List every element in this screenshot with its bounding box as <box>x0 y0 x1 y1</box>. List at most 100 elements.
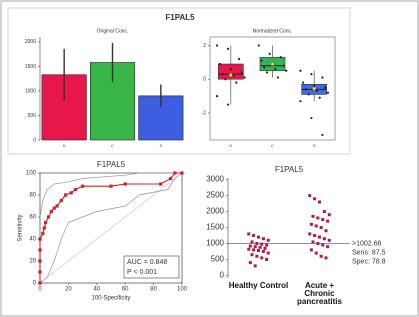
y-tick-label: 2000 <box>206 207 224 216</box>
point <box>69 191 73 195</box>
point <box>307 93 310 96</box>
mean <box>312 86 317 91</box>
y-tick-label: 1500 <box>25 64 36 70</box>
point <box>314 251 318 255</box>
point <box>266 238 270 242</box>
point <box>309 222 313 226</box>
point <box>321 243 325 247</box>
point <box>159 182 163 186</box>
point <box>123 182 127 186</box>
point <box>316 241 320 245</box>
point <box>229 67 232 71</box>
point <box>263 66 266 69</box>
point <box>318 235 321 239</box>
x-tick-label: 100 <box>177 287 188 293</box>
point <box>240 71 243 74</box>
annotation-box <box>123 255 180 279</box>
point <box>224 78 227 81</box>
point <box>248 261 252 265</box>
point <box>326 219 330 223</box>
point <box>321 76 324 79</box>
point <box>321 218 325 222</box>
plot-frame <box>39 172 183 284</box>
chart-title: Normalized Conc. <box>253 28 293 34</box>
annotation: Sens: 87.5 <box>352 249 386 256</box>
point <box>252 248 256 252</box>
annotation: P < 0.001 <box>127 269 157 276</box>
point <box>257 235 260 239</box>
x-tick-label: Acute + Chronic pancreatitis <box>297 281 342 306</box>
box <box>218 63 244 80</box>
point <box>46 215 51 219</box>
point <box>257 249 260 253</box>
mean <box>270 62 275 66</box>
point <box>324 86 327 89</box>
point <box>109 184 113 188</box>
mean <box>228 73 233 77</box>
point <box>173 171 177 175</box>
point <box>322 237 326 241</box>
point <box>324 256 328 260</box>
point <box>285 69 288 72</box>
point <box>327 213 331 217</box>
x-tick-label: S <box>313 143 316 148</box>
x-tick-label: Healthy Control <box>228 281 289 290</box>
point <box>324 229 328 233</box>
y-tick-label: 1500 <box>206 223 224 232</box>
point <box>169 176 173 181</box>
point <box>322 210 326 214</box>
y-tick-label: 20 <box>29 259 36 265</box>
annotation: Spec: 78.8 <box>352 258 386 265</box>
point <box>59 198 63 203</box>
point <box>265 71 269 74</box>
x-tick-label: 80 <box>150 287 157 293</box>
point <box>276 76 280 79</box>
point <box>313 197 317 201</box>
x-tick-label: K <box>229 143 232 148</box>
x-tick-label: C <box>271 143 274 148</box>
point <box>55 204 59 208</box>
y-tick-label: 1000 <box>25 88 36 94</box>
x-tick-label: 20 <box>65 287 72 293</box>
point <box>247 247 251 251</box>
x-tick-label: 40 <box>93 287 100 293</box>
point <box>81 184 85 188</box>
point <box>63 193 68 197</box>
point <box>243 76 246 79</box>
point <box>257 44 260 47</box>
point <box>218 62 221 66</box>
point <box>309 248 313 252</box>
point <box>261 249 265 253</box>
chart-title: F1PAL5 <box>97 160 126 169</box>
panel-frame <box>7 7 351 155</box>
point <box>226 103 230 106</box>
point <box>250 253 254 257</box>
y-tick-label: 0 <box>33 137 36 143</box>
point <box>248 244 252 248</box>
y-tick-label: 500 <box>28 113 37 119</box>
point <box>258 245 262 249</box>
point <box>261 237 265 241</box>
point <box>44 220 48 225</box>
point <box>321 133 324 137</box>
point <box>310 116 313 120</box>
point <box>308 232 312 236</box>
point <box>313 234 317 238</box>
y-tick-label: 0 <box>203 77 206 83</box>
y-tick-label: 40 <box>29 237 36 243</box>
y-tick-label: 0 <box>220 271 225 280</box>
point <box>255 254 259 258</box>
y-tick-label: 0 <box>33 281 37 287</box>
point <box>221 73 224 76</box>
point <box>308 194 312 198</box>
y-tick-label: 3000 <box>206 175 224 184</box>
point <box>282 64 285 67</box>
point <box>310 73 313 76</box>
point <box>180 171 184 175</box>
point <box>326 245 330 249</box>
y-tick-label: 100 <box>26 171 37 177</box>
point <box>52 206 56 210</box>
y-tick-label: 2000 <box>25 39 36 45</box>
